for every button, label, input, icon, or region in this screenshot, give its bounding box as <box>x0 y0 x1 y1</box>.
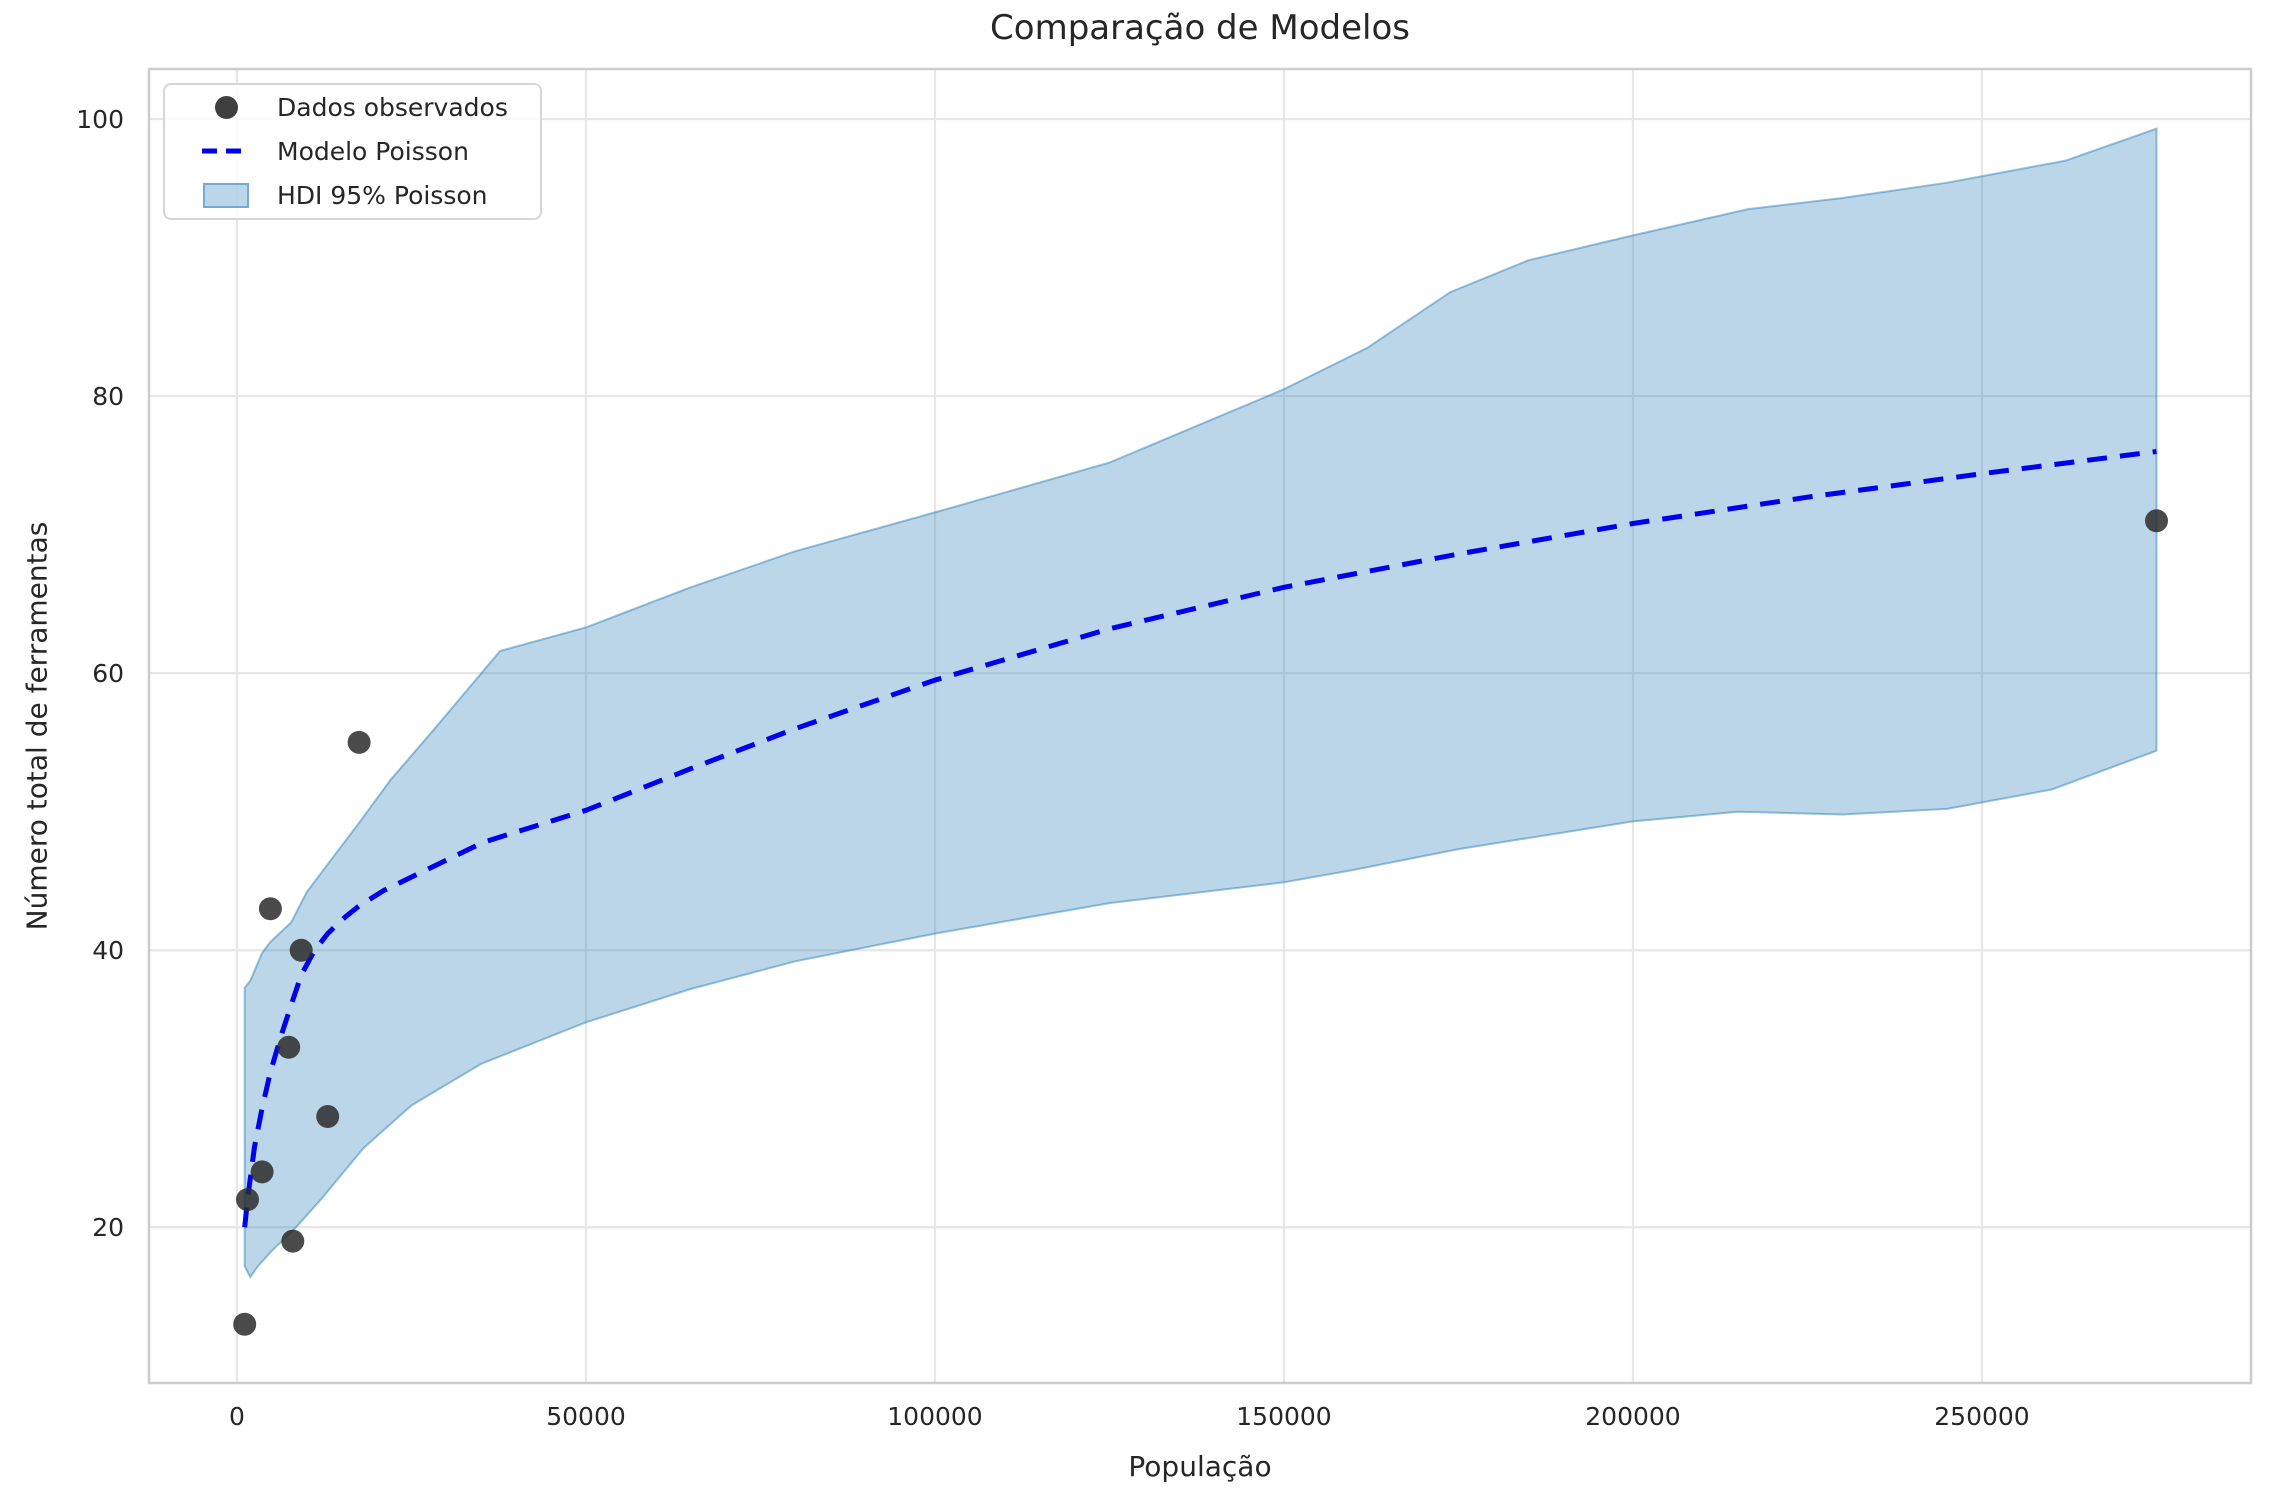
data-point <box>289 938 313 962</box>
chart-title: Comparação de Modelos <box>990 8 1410 48</box>
data-point <box>281 1229 305 1253</box>
y-tick-label: 60 <box>92 659 124 688</box>
x-tick-label: 200000 <box>1585 1402 1680 1431</box>
y-axis-label: Número total de ferramentas <box>20 521 54 931</box>
data-point <box>236 1188 259 1212</box>
legend-item-hdi: HDI 95% Poisson <box>165 174 540 218</box>
x-tick-label: 100000 <box>887 1402 982 1431</box>
legend-label: HDI 95% Poisson <box>277 181 488 211</box>
data-point <box>258 897 282 921</box>
x-tick-label: 50000 <box>546 1402 626 1431</box>
y-tick-label: 80 <box>92 382 124 411</box>
data-point <box>250 1160 274 1184</box>
y-tick-label: 100 <box>76 105 124 134</box>
hdi-band <box>243 127 2158 1280</box>
legend-label: Dados observados <box>277 92 508 122</box>
data-point <box>316 1105 340 1128</box>
band-swatch-icon <box>202 183 250 209</box>
x-tick-label: 250000 <box>1934 1402 2029 1431</box>
dashed-line-icon <box>202 147 250 155</box>
x-axis-label: População <box>1128 1450 1272 1483</box>
data-point <box>347 730 371 754</box>
data-point <box>233 1312 257 1336</box>
data-point <box>277 1035 301 1059</box>
y-tick-label: 40 <box>92 936 124 965</box>
data-point <box>2145 509 2168 533</box>
y-tick-label: 20 <box>92 1213 124 1242</box>
x-tick-label: 150000 <box>1236 1402 1331 1431</box>
legend-item-model: Modelo Poisson <box>165 129 540 173</box>
scatter-marker-icon <box>202 95 250 119</box>
legend-label: Modelo Poisson <box>277 136 469 166</box>
plot-spines <box>147 67 2253 1385</box>
poisson-model-line <box>242 449 2157 1228</box>
legend: Dados observados Modelo Poisson HDI 95% … <box>163 83 542 220</box>
legend-item-observed: Dados observados <box>165 85 540 129</box>
x-tick-label: 0 <box>229 1402 245 1431</box>
